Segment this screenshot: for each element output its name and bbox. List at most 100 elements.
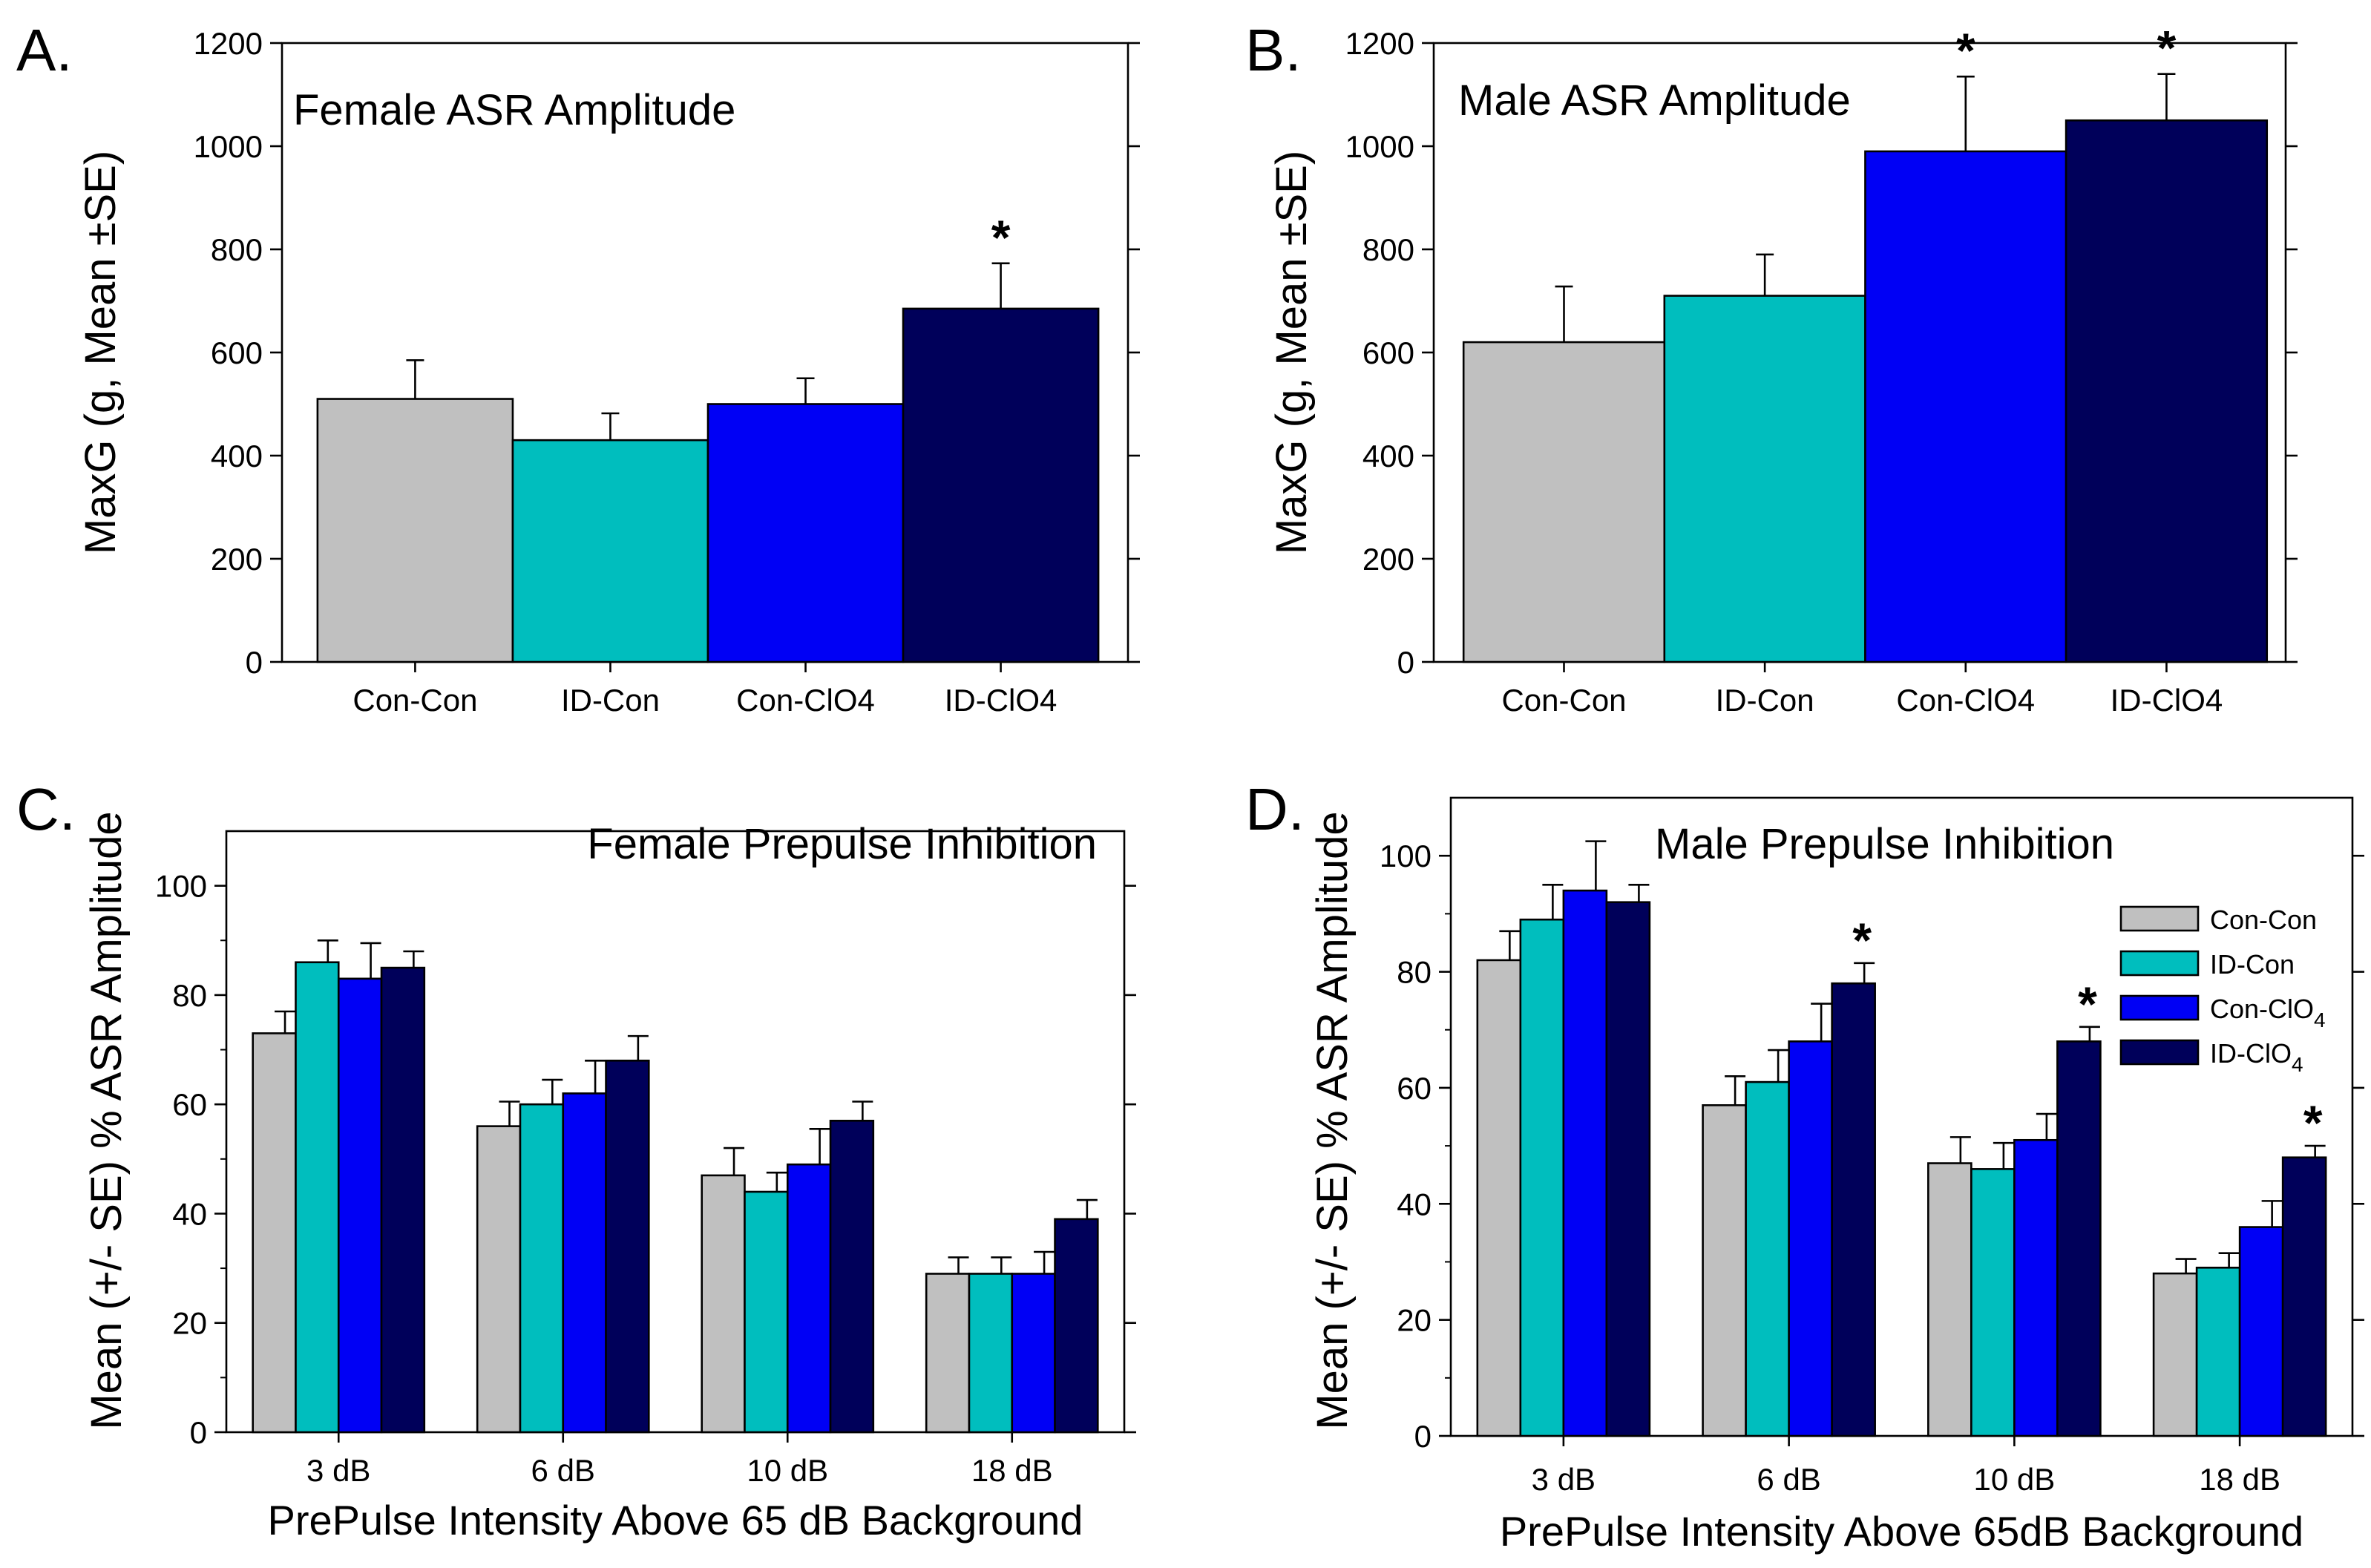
y-tick-label: 1000: [1345, 129, 1414, 164]
y-tick-label: 600: [1362, 335, 1414, 370]
legend-label: Con-Con: [2210, 905, 2317, 935]
significance-star: *: [1956, 23, 1975, 78]
panel-letter: A.: [16, 17, 73, 83]
bar: [701, 1174, 746, 1434]
bar: [744, 1190, 789, 1434]
significance-star: *: [1852, 913, 1872, 968]
significance-star: *: [2157, 21, 2177, 76]
x-tick-label: 3 dB: [306, 1453, 370, 1488]
bar: [1054, 1218, 1099, 1434]
legend-label-text: ID-Con: [2210, 949, 2295, 980]
x-tick-label: Con-Con: [352, 683, 477, 718]
bar: [1462, 341, 1666, 663]
bar: [1970, 1168, 2016, 1437]
legend-label-text: ID-ClO: [2210, 1038, 2292, 1069]
y-tick-label: 1200: [194, 26, 263, 61]
legend-swatch: [2119, 905, 2200, 932]
bar: [562, 1092, 607, 1434]
x-tick-label: 3 dB: [1532, 1462, 1596, 1497]
significance-star: *: [2303, 1095, 2323, 1150]
bar: [786, 1163, 832, 1434]
bar: [2238, 1226, 2284, 1437]
legend-label-text: Con-Con: [2210, 905, 2317, 935]
y-tick-label: 1200: [1345, 26, 1414, 61]
legend-label: ID-Con: [2210, 949, 2295, 980]
bar: [1519, 918, 1565, 1437]
bar: [337, 977, 383, 1434]
legend-label: Con-ClO4: [2210, 994, 2326, 1031]
y-axis-label: Mean (+/- SE) % ASR Amplitude: [82, 811, 131, 1429]
chart-panel-b: 0 200 400 600 800 1000 1200 MaxG (g, Mean ±SE) M…: [1245, 17, 2298, 718]
x-tick-label: 18 dB: [971, 1453, 1053, 1488]
bar: [511, 439, 709, 663]
y-tick-label: 20: [1397, 1303, 1432, 1338]
chart-panel-c: 0 20 40 60 80 100 Mean (+/- SE) % ASR Amplitud…: [16, 776, 1136, 1544]
x-tick-label: ID-ClO4: [945, 683, 1057, 718]
y-tick-label: 800: [1362, 232, 1414, 267]
bar: [1831, 982, 1876, 1437]
bar: [316, 398, 514, 663]
bar: [902, 307, 1100, 663]
y-tick-label: 80: [1397, 955, 1432, 990]
y-tick-label: 100: [1380, 839, 1432, 873]
y-tick-label: 40: [172, 1196, 207, 1231]
x-tick-label: 6 dB: [1757, 1462, 1820, 1497]
y-tick-label: 800: [211, 232, 263, 267]
bar: [295, 961, 340, 1434]
bar: [2281, 1156, 2327, 1437]
y-tick-label: 0: [1414, 1419, 1432, 1454]
bar: [1788, 1040, 1833, 1437]
x-tick-label: 10 dB: [1973, 1462, 2055, 1497]
chart-title: Male ASR Amplitude: [1458, 76, 1851, 125]
bar: [968, 1273, 1014, 1434]
panel-letter: C.: [16, 776, 76, 842]
bar: [1745, 1080, 1790, 1437]
bar: [706, 403, 905, 663]
plot-frame: [225, 830, 1126, 1434]
y-tick-label: 200: [1362, 542, 1414, 577]
legend-swatch: [2119, 994, 2200, 1021]
bar: [605, 1059, 650, 1434]
significance-star: *: [991, 210, 1011, 265]
bar: [1927, 1162, 1972, 1437]
chart-panel-d: 0 20 40 60 80 100 Mean (+/- SE) % ASR Amplitud…: [1245, 776, 2364, 1555]
x-axis-label: PrePulse Intensity Above 65 dB Backgroun…: [268, 1497, 1083, 1544]
bar: [1663, 295, 1866, 663]
plot-frame: [1449, 796, 2354, 1437]
y-tick-label: 400: [1362, 439, 1414, 473]
y-tick-label: 60: [1397, 1071, 1432, 1106]
bar: [925, 1273, 971, 1434]
x-tick-label: 10 dB: [747, 1453, 828, 1488]
y-tick-label: 0: [246, 645, 263, 680]
x-tick-label: 6 dB: [531, 1453, 595, 1488]
bar: [2195, 1266, 2241, 1437]
x-tick-label: Con-ClO4: [1896, 683, 2035, 718]
y-tick-label: 40: [1397, 1187, 1432, 1221]
x-tick-label: 18 dB: [2199, 1462, 2280, 1497]
legend-label: ID-ClO4: [2210, 1038, 2303, 1076]
bar: [2152, 1272, 2198, 1437]
bar: [1562, 889, 1608, 1437]
x-tick-label: ID-ClO4: [2111, 683, 2223, 718]
bar: [2056, 1040, 2102, 1437]
x-tick-label: Con-Con: [1501, 683, 1626, 718]
y-axis-label: MaxG (g, Mean ±SE): [1268, 151, 1316, 554]
legend-swatch: [2119, 950, 2200, 977]
bar: [2013, 1138, 2059, 1437]
x-tick-label: ID-Con: [561, 683, 660, 718]
x-tick-label: Con-ClO4: [736, 683, 875, 718]
y-tick-label: 600: [211, 335, 263, 370]
bar: [2065, 119, 2269, 663]
panel-letter: D.: [1245, 776, 1305, 842]
bar: [476, 1125, 522, 1434]
y-tick-label: 80: [172, 978, 207, 1013]
y-axis-label: Mean (+/- SE) % ASR Amplitude: [1308, 811, 1357, 1429]
significance-star: *: [2078, 977, 2097, 1031]
legend-label-subscript: 4: [2292, 1053, 2303, 1076]
y-tick-label: 60: [172, 1087, 207, 1122]
bar: [1702, 1104, 1747, 1437]
legend-label-subscript: 4: [2314, 1008, 2326, 1031]
